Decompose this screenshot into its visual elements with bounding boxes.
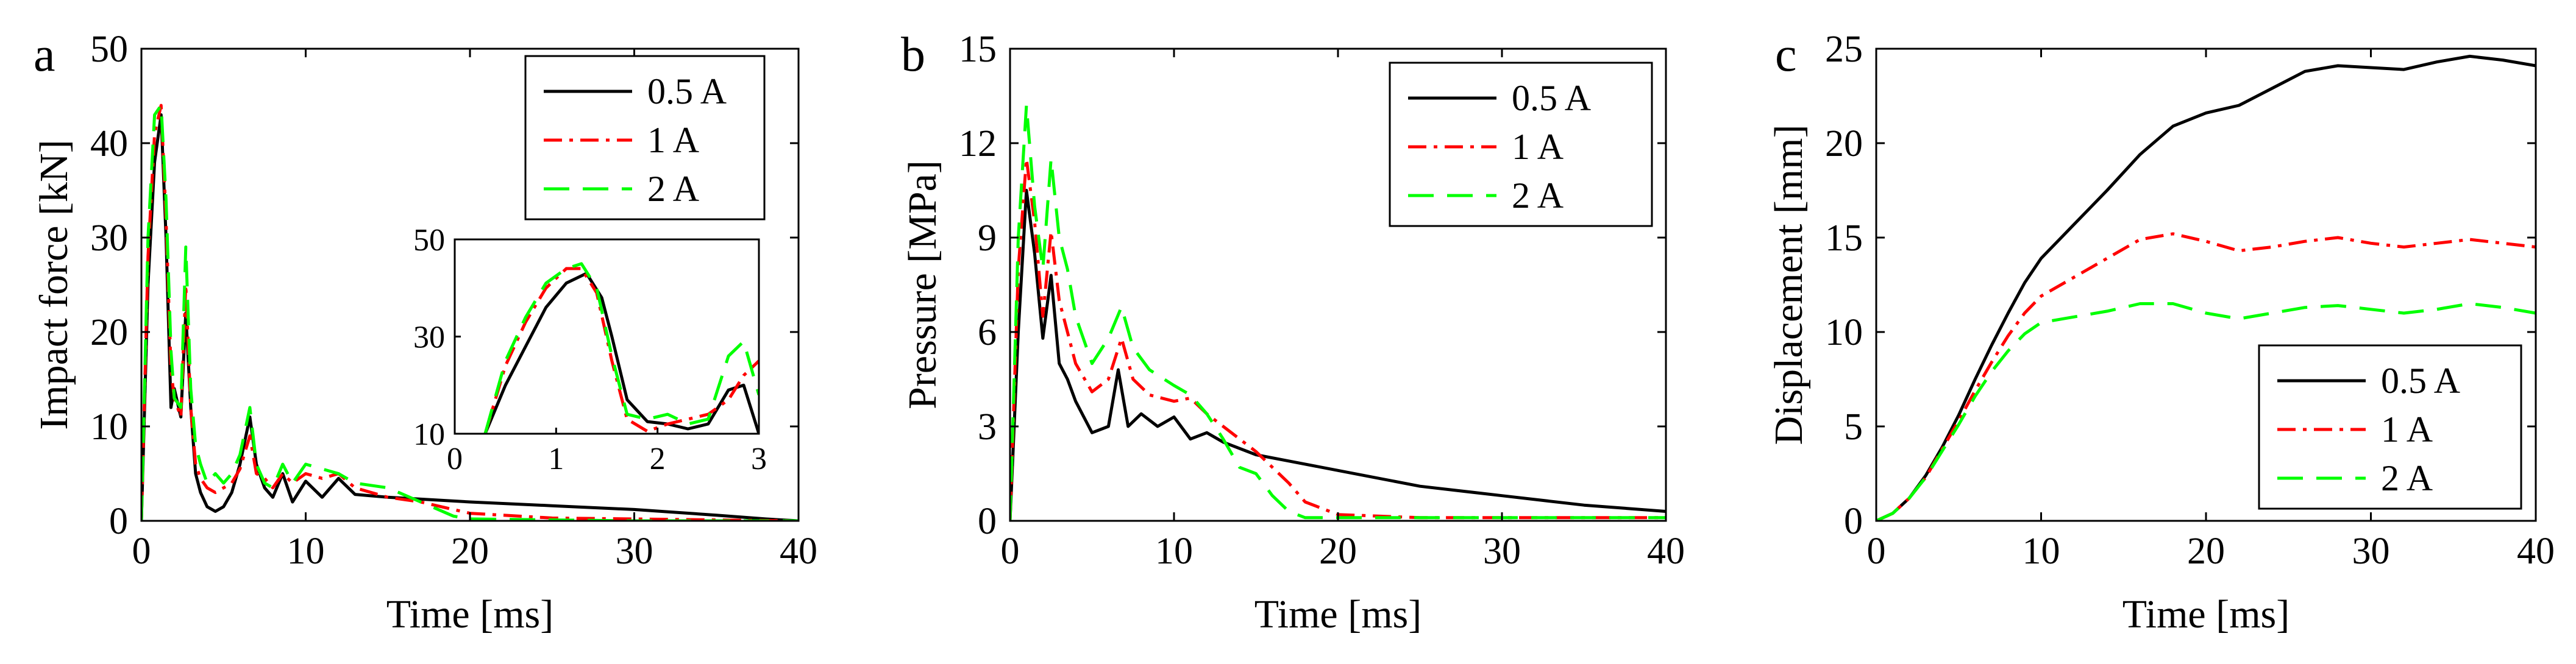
panel-c-legend-box: [2258, 344, 2522, 510]
panel-a-inset-x-tick-label: 2: [650, 442, 666, 476]
panel-a-legend-label: 0.5 A: [647, 71, 727, 111]
panel-b-y-tick-label: 12: [959, 123, 997, 164]
panel-b-y-tick-label: 6: [978, 312, 997, 353]
panel-c-y-axis-label: Displacement [mm]: [1767, 124, 1811, 445]
panel-a-x-tick-label: 10: [287, 531, 325, 572]
panel-a-inset-series-line-05A: [483, 272, 759, 434]
panel-a-x-axis-label: Time [ms]: [386, 592, 553, 637]
panel-c-x-axis-label: Time [ms]: [2122, 592, 2290, 637]
panel-c-y-tick-label: 10: [1825, 312, 1863, 353]
panel-c-legend-label: 2 A: [2381, 458, 2433, 498]
panel-a-inset-y-tick-label: 10: [413, 417, 445, 452]
panel-b-panel-letter: b: [901, 28, 925, 82]
panel-a-y-tick-label: 50: [90, 29, 128, 70]
panel-c-x-tick-label: 20: [2187, 531, 2225, 572]
panel-b-series-line-1A: [1010, 157, 1666, 521]
panel-c-x-tick-label: 30: [2352, 531, 2390, 572]
panel-a-inset-x-tick-label: 1: [548, 442, 564, 476]
panel-b-legend-box: [1389, 62, 1653, 227]
panel-a-x-tick-label: 0: [132, 531, 151, 572]
panel-a-y-tick-label: 0: [109, 501, 128, 542]
panel-b-series-line-2A: [1010, 104, 1666, 521]
panel-a-legend-box: [524, 55, 766, 221]
panel-a-series-line-2A: [141, 104, 799, 521]
panel-c-x-tick-label: 10: [2023, 531, 2060, 572]
panel-c-series-line-05A: [1876, 54, 2536, 521]
panel-b-legend-label: 0.5 A: [1512, 78, 1591, 118]
panel-b-legend-label: 2 A: [1512, 175, 1564, 216]
panel-c-series-line-2A: [1876, 302, 2536, 521]
panel-b-x-tick-label: 0: [1001, 531, 1020, 572]
panel-c-x-tick-label: 0: [1867, 531, 1886, 572]
panel-b-x-tick-label: 30: [1483, 531, 1521, 572]
panel-c-y-tick-label: 25: [1825, 29, 1863, 70]
panel-c-panel-letter: c: [1775, 28, 1797, 82]
panel-c-legend-label: 0.5 A: [2381, 361, 2460, 401]
panel-c-legend-label: 1 A: [2381, 409, 2433, 450]
panel-b-y-axis-label: Pressure [MPa]: [900, 160, 945, 409]
panel-a-inset-y-tick-label: 30: [413, 320, 445, 355]
panel-a-y-tick-label: 20: [90, 312, 128, 353]
panel-b-x-tick-label: 10: [1155, 531, 1193, 572]
panel-c-y-tick-label: 0: [1844, 501, 1863, 542]
panel-b-x-axis-label: Time [ms]: [1254, 592, 1421, 637]
panel-b-y-tick-label: 9: [978, 217, 997, 259]
panel-b-series-line-05A: [1010, 189, 1666, 521]
panel-b-legend-label: 1 A: [1512, 127, 1564, 167]
panel-c-y-tick-label: 20: [1825, 123, 1863, 164]
panel-b-y-tick-label: 3: [978, 406, 997, 448]
panel-a-inset-x-tick-label: 0: [447, 442, 463, 476]
panel-a-legend-label: 1 A: [647, 120, 699, 160]
panel-a-panel-letter: a: [34, 28, 55, 82]
panel-a-inset-x-tick-label: 3: [751, 442, 767, 476]
panel-c-y-tick-label: 5: [1844, 406, 1863, 448]
panel-a-x-tick-label: 30: [616, 531, 653, 572]
panel-a-inset-y-tick-label: 50: [413, 223, 445, 258]
panel-b-x-tick-label: 20: [1319, 531, 1357, 572]
panel-c-series-line-1A: [1876, 232, 2536, 521]
panel-a-inset-series-line-1A: [483, 267, 759, 434]
panel-a-x-tick-label: 40: [780, 531, 817, 572]
panel-a-series-line-05A: [141, 113, 799, 521]
panel-a-x-tick-label: 20: [451, 531, 489, 572]
panel-a-inset-series-line-2A: [483, 262, 759, 434]
panel-b-y-tick-label: 0: [978, 501, 997, 542]
panel-a-y-axis-label: Impact force [kN]: [32, 140, 76, 429]
panel-a-series-line-1A: [141, 104, 799, 521]
panel-a-y-tick-label: 10: [90, 406, 128, 448]
panel-a-legend-label: 2 A: [647, 169, 699, 209]
panel-b-x-tick-label: 40: [1647, 531, 1685, 572]
panel-a-y-tick-label: 30: [90, 217, 128, 259]
panel-b-y-tick-label: 15: [959, 29, 997, 70]
panel-c-x-tick-label: 40: [2517, 531, 2555, 572]
panel-c-y-tick-label: 15: [1825, 217, 1863, 259]
panel-a-y-tick-label: 40: [90, 123, 128, 164]
